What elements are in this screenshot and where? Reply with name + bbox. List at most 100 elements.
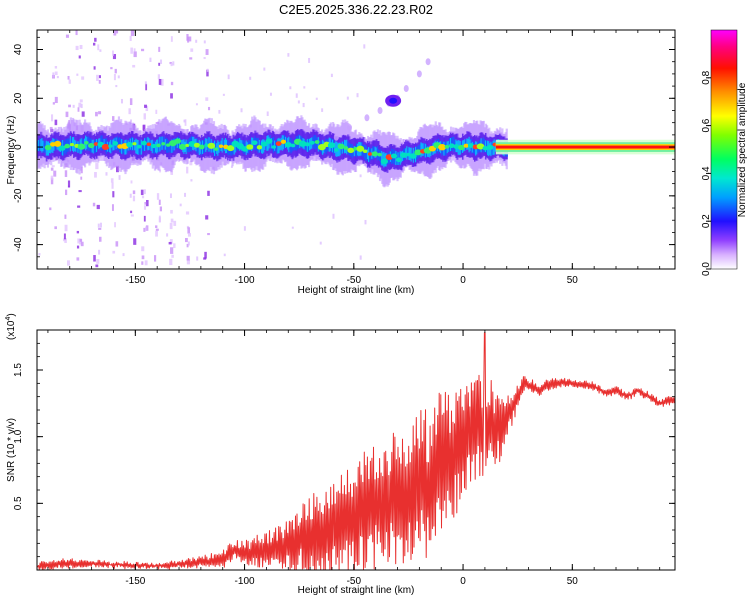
noise-speck bbox=[195, 39, 198, 43]
noise-speck bbox=[159, 206, 163, 212]
noise-speck bbox=[141, 261, 144, 265]
noise-speck bbox=[173, 220, 177, 226]
ridge-blob bbox=[251, 140, 258, 146]
noise-speck bbox=[129, 98, 133, 106]
noise-speck bbox=[93, 255, 96, 262]
noise-speck bbox=[170, 218, 174, 223]
noise-speck bbox=[170, 36, 173, 42]
noise-speck bbox=[170, 209, 173, 214]
noise-speck bbox=[140, 189, 144, 196]
noise-speck bbox=[289, 86, 292, 90]
ridge-blob bbox=[265, 138, 273, 144]
noise-speck bbox=[78, 102, 82, 108]
ridge-blob bbox=[101, 143, 110, 150]
colorbar: 0.0 0.2 0.4 0.6 0.8 Normalized spectral ampl… bbox=[701, 29, 748, 276]
ridge-blob bbox=[362, 149, 368, 154]
snr-ytick-label: 1.0 bbox=[13, 429, 24, 443]
noise-speck bbox=[160, 78, 164, 86]
noise-speck bbox=[186, 259, 191, 265]
noise-speck bbox=[63, 233, 66, 240]
noise-speck bbox=[205, 49, 209, 55]
snr-xtick-label: -100 bbox=[235, 576, 255, 587]
noise-speck bbox=[80, 103, 83, 109]
noise-speck bbox=[98, 75, 101, 79]
ridge-blob bbox=[193, 142, 200, 148]
colorbar-tick-label: 0.6 bbox=[701, 118, 712, 132]
noise-speck bbox=[153, 255, 157, 262]
colorbar-tick-label: 0.4 bbox=[701, 166, 712, 180]
noise-speck bbox=[75, 30, 78, 36]
noise-speck bbox=[80, 176, 83, 180]
ridge-blob bbox=[414, 149, 422, 156]
noise-speck bbox=[54, 96, 58, 104]
noise-speck bbox=[76, 73, 79, 76]
noise-speck bbox=[186, 166, 189, 174]
spectrogram-ticks: -150 -100 -50 0 50 -40 -20 0 20 40 bbox=[13, 30, 675, 286]
ridge-blob bbox=[453, 144, 460, 149]
noise-speck bbox=[53, 170, 57, 177]
ridge-blob bbox=[380, 158, 389, 165]
spectrogram-frame bbox=[36, 29, 676, 270]
noise-speck bbox=[145, 83, 148, 91]
spectrogram-ytick-label: 40 bbox=[13, 44, 24, 56]
ridge-blob bbox=[165, 143, 171, 147]
noise-speck bbox=[222, 93, 225, 96]
ridge-blob bbox=[486, 144, 494, 150]
noise-speck bbox=[105, 172, 108, 176]
noise-speck bbox=[287, 53, 290, 57]
noise-speck bbox=[146, 199, 149, 207]
snr-xtick-label: -150 bbox=[125, 576, 145, 587]
spectrogram-ytick-label: -40 bbox=[13, 237, 24, 252]
noise-speck bbox=[115, 165, 119, 173]
noise-speck bbox=[169, 222, 173, 230]
noise-speck bbox=[112, 250, 116, 254]
noise-speck bbox=[111, 204, 114, 211]
noise-speck bbox=[170, 81, 174, 86]
ridge-blob bbox=[314, 140, 320, 144]
ridge-blob bbox=[275, 141, 282, 146]
noise-speck bbox=[169, 258, 173, 266]
noise-speck bbox=[319, 241, 322, 245]
noise-speck bbox=[171, 254, 174, 258]
noise-speck bbox=[187, 233, 191, 237]
noise-speck bbox=[51, 114, 54, 122]
noise-speck bbox=[64, 170, 68, 177]
ridge-blob bbox=[185, 143, 190, 147]
noise-speck bbox=[158, 62, 161, 66]
noise-speck bbox=[157, 74, 161, 80]
noise-speck bbox=[132, 64, 136, 68]
noise-speck bbox=[130, 210, 133, 214]
chart-title: C2E5.2025.336.22.23.R02 bbox=[279, 2, 433, 17]
noise-speck bbox=[158, 199, 161, 205]
noise-speck bbox=[94, 172, 97, 178]
ridge-blob bbox=[377, 152, 382, 157]
noise-speck bbox=[114, 68, 117, 74]
noise-speck bbox=[144, 260, 148, 266]
noise-speck bbox=[76, 230, 80, 234]
ridge-blob bbox=[371, 151, 378, 157]
noise-speck bbox=[77, 107, 80, 112]
spectrogram-xtick-label: 0 bbox=[460, 275, 466, 286]
ridge-blob bbox=[146, 142, 152, 147]
noise-speck bbox=[75, 45, 79, 51]
ridge-blob bbox=[84, 140, 89, 145]
ridge-blob bbox=[246, 144, 254, 150]
spectrogram-feature bbox=[333, 58, 431, 141]
noise-speck bbox=[189, 160, 193, 166]
ridge-blob bbox=[476, 143, 485, 150]
noise-speck bbox=[172, 61, 175, 66]
noise-speck bbox=[145, 226, 148, 231]
noise-speck bbox=[142, 124, 146, 132]
noise-speck bbox=[96, 259, 100, 264]
noise-speck bbox=[130, 180, 133, 184]
noise-speck bbox=[113, 74, 116, 81]
noise-speck bbox=[81, 76, 85, 80]
spectrogram-xtick-label: -150 bbox=[125, 275, 145, 286]
noise-speck bbox=[291, 226, 294, 229]
noise-speck bbox=[187, 241, 190, 246]
noise-speck bbox=[99, 236, 102, 242]
noise-speck bbox=[78, 190, 82, 193]
noise-speck bbox=[133, 48, 136, 52]
noise-speck bbox=[99, 222, 102, 228]
noise-speck bbox=[308, 57, 311, 63]
